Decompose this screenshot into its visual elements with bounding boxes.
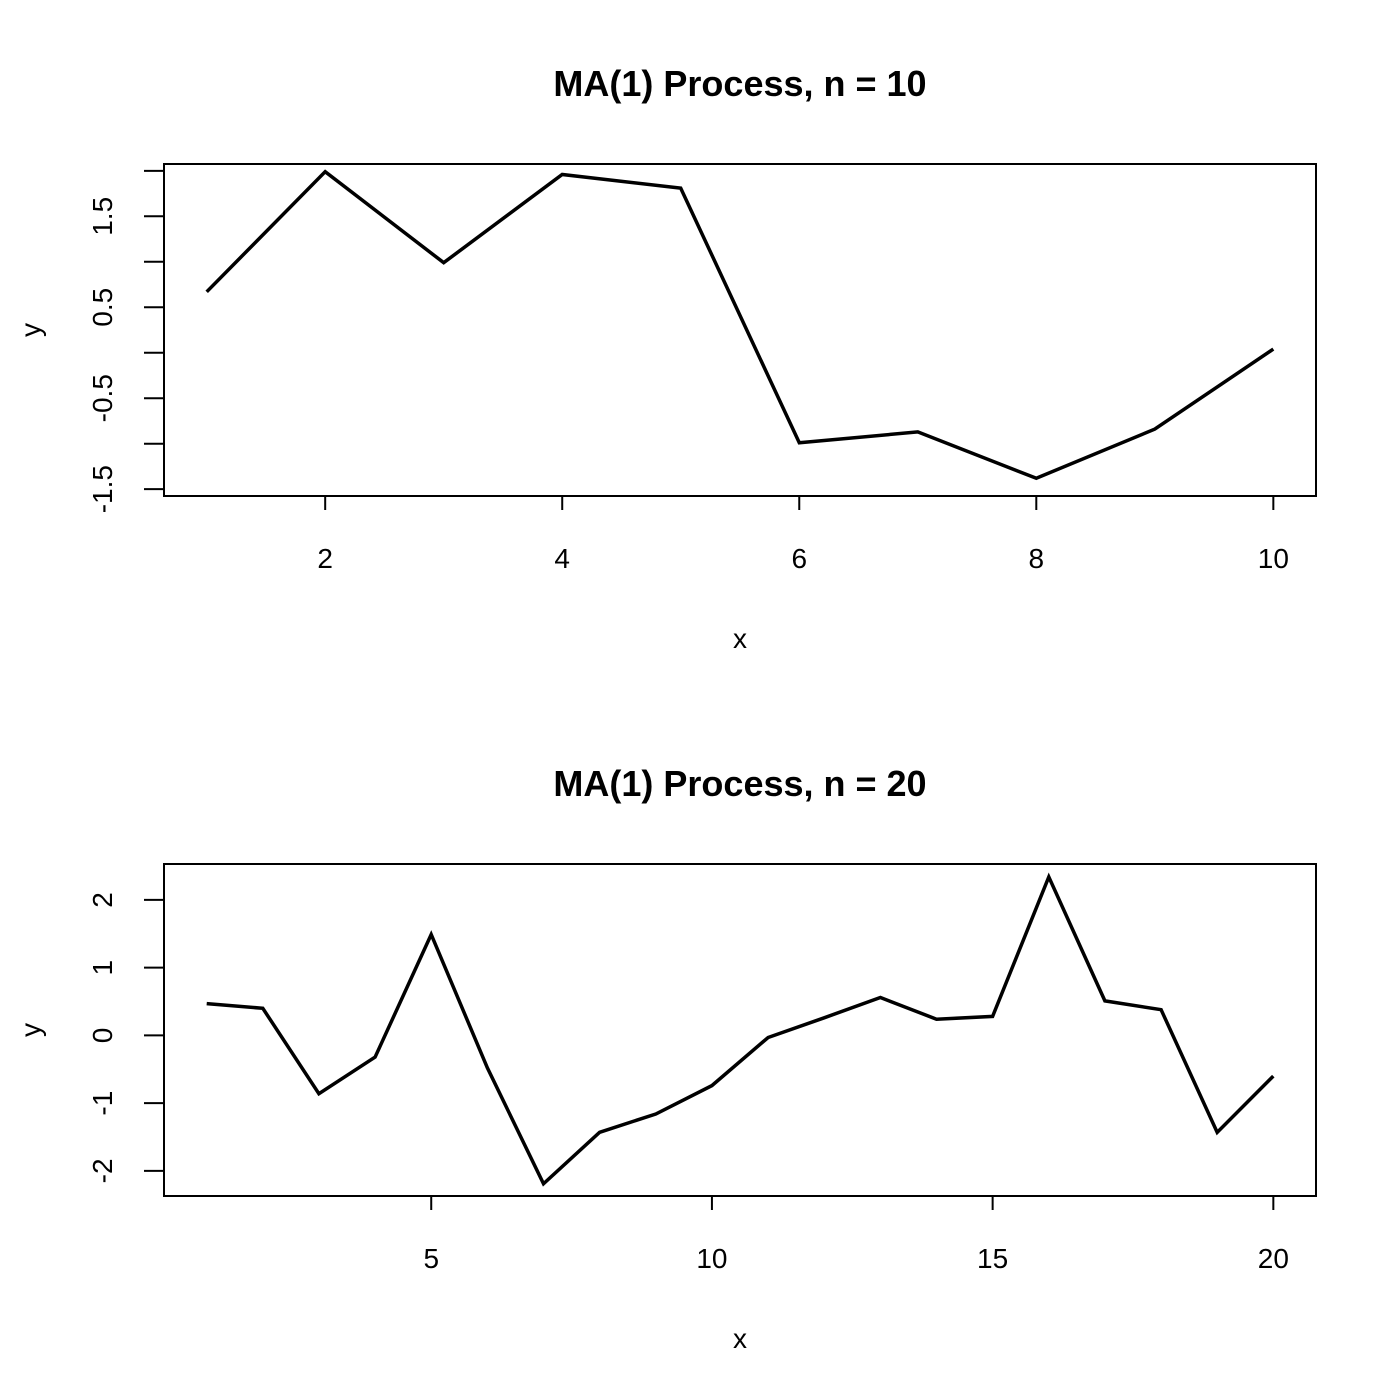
x-axis: 2 4 6 8 10 [317,495,1289,574]
x-tick-label: 15 [977,1243,1008,1274]
x-tick-label: 6 [791,543,807,574]
series-line [205,169,1275,481]
y-tick-label: 1 [87,960,118,976]
y-axis-label: y [15,1023,46,1037]
x-tick-label: 10 [696,1243,727,1274]
chart-title: MA(1) Process, n = 20 [553,763,926,804]
y-tick-label: 0 [87,1028,118,1044]
x-tick-label: 5 [423,1243,439,1274]
x-tick-label: 20 [1258,1243,1289,1274]
x-tick-label: 4 [554,543,570,574]
x-axis-label: x [733,623,747,654]
y-tick-label: -1.5 [87,465,118,513]
y-axis-label: y [15,323,46,337]
y-tick-label: 1.5 [87,197,118,236]
series-line [206,872,1275,1187]
y-tick-label: -2 [87,1158,118,1183]
chart-title: MA(1) Process, n = 10 [553,63,926,104]
x-tick-label: 2 [317,543,333,574]
y-tick-label: 2 [87,892,118,908]
y-tick-label: -0.5 [87,374,118,422]
y-tick-label: -1 [87,1091,118,1116]
x-axis-label: x [733,1323,747,1354]
y-axis: -1.5 -0.5 0.5 1.5 [87,169,165,513]
x-tick-label: 10 [1258,543,1289,574]
chart-panel-n10: MA(1) Process, n = 10 2 4 6 8 10 -1.5 -0.5 0.5… [15,63,1317,654]
x-axis: 5 10 15 20 [423,1195,1289,1274]
y-axis: -2 -1 0 1 2 [87,892,165,1183]
y-tick-label: 0.5 [87,288,118,327]
x-tick-label: 8 [1029,543,1045,574]
